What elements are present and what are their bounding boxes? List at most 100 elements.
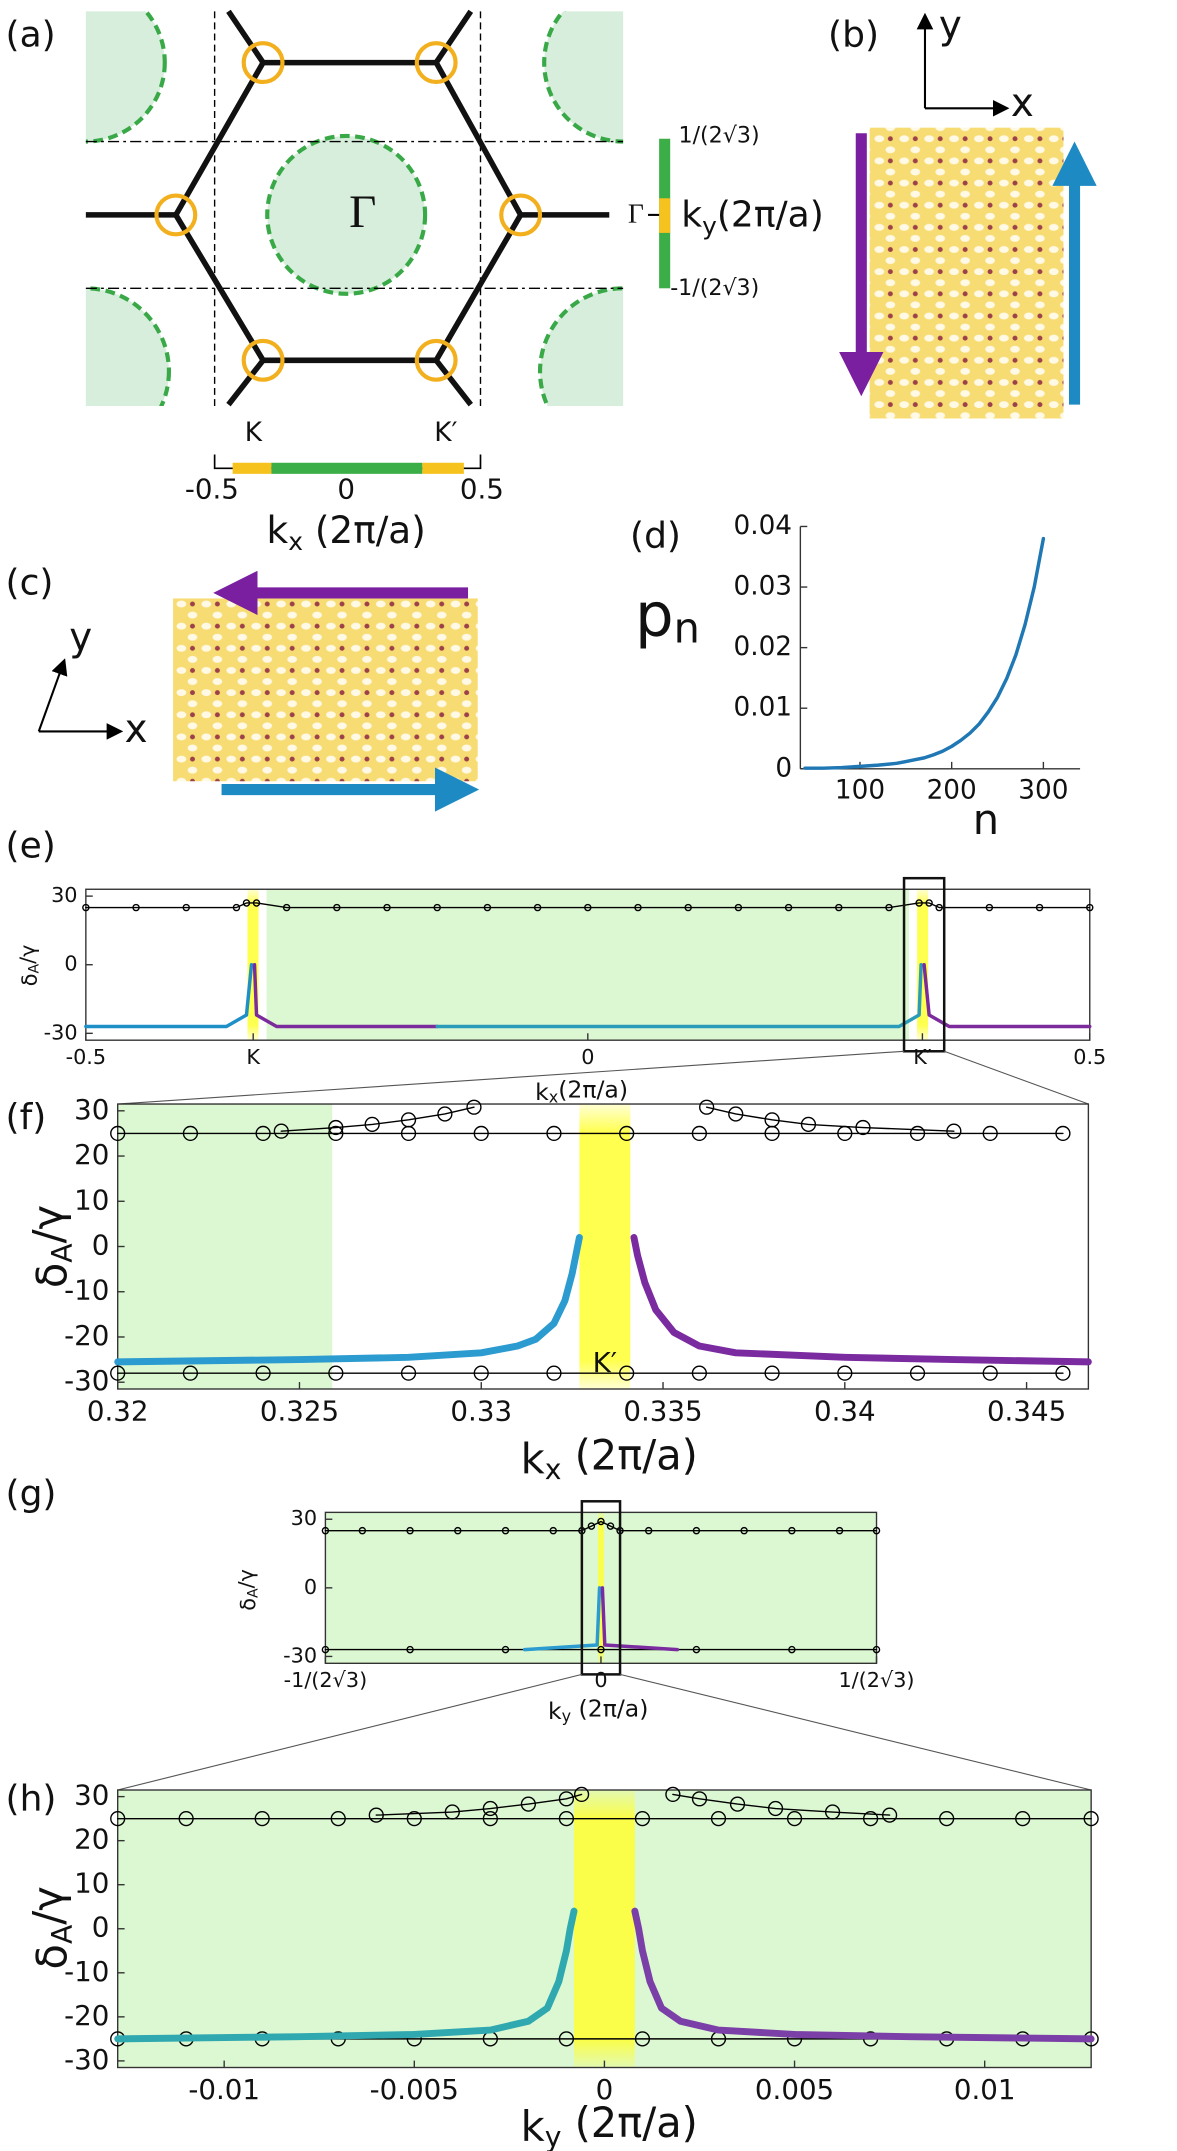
series-line [252,962,439,1029]
data-point [255,1365,271,1381]
y-tick-label: 30 [74,1779,109,1812]
highlight-band [579,1104,631,1389]
series-line [522,1586,602,1652]
data-point [786,1811,803,1827]
series-trace [672,1793,891,1816]
panel-label: (c) [6,563,54,604]
data-point [939,1811,955,1827]
data-point [1055,1365,1071,1381]
data-point [915,899,923,907]
data-point [383,903,391,912]
data-point [558,1811,575,1827]
x-axis-label-part: y [545,2120,562,2151]
data-point [558,1791,575,1807]
y-axis-label-part: /γ [23,1886,72,1925]
data-point [764,1112,780,1128]
data-point [473,1365,489,1381]
data-point [1015,1811,1031,1827]
x-axis-label-part: x [549,1087,558,1106]
y-tick-label: 0 [92,1911,110,1944]
data-point [691,1125,707,1142]
x-axis-label-part: k [548,1696,562,1724]
y-axis-label: δA/γ [15,945,42,987]
series-line [803,536,1046,770]
axis-y-label: y [69,616,92,661]
y-tick-label: -10 [64,1955,109,1988]
data-point [466,1099,482,1115]
highlight-band [574,1790,635,2068]
x-axis-label: ky (2π/a) [521,2098,698,2151]
x-tick-label: 0.32 [87,1395,149,1428]
data-point [691,1791,708,1807]
data-point [734,903,743,912]
x-tick-label: 0.335 [623,1395,702,1428]
data-point [835,1526,844,1535]
lattice [869,127,1064,419]
series-line [435,962,923,1029]
data-point [110,1365,126,1381]
y-tick-label: 0 [92,1229,110,1262]
data-point [634,903,642,912]
data-point [252,899,261,907]
data-point [862,1811,879,1827]
data-point [587,1522,596,1530]
data-point [483,903,492,912]
series-line [114,1234,583,1366]
x-tick-label: 100 [835,776,885,806]
data-point [909,1125,926,1142]
y-tick-label: 20 [74,1138,109,1171]
data-point [788,1645,796,1654]
zoom-box [580,1500,622,1676]
x-tick-label: 0 [594,1668,607,1692]
y-tick-label: 0.02 [733,632,792,662]
x-tick-label: -0.5 [66,1045,107,1069]
data-point [242,899,251,907]
data-point [328,1119,344,1136]
x-tick-label: K [246,1045,261,1069]
brillouin-zone [85,9,610,407]
y-axis-label-part: n [674,605,700,653]
axis-y-label: y [939,3,962,48]
data-point [885,903,893,912]
data-point [482,1811,498,1827]
y-axis-label-part: p [635,580,674,651]
kx-bar [213,454,482,474]
data-point [110,1125,126,1142]
chart: -1/(2√3) 0 1/(2√3) -30 0 30 (g) ky (2π/a) δA/γ [6,1474,1092,1791]
y-axis-label: δA/γ [234,1569,261,1611]
panel-label: (g) [6,1474,57,1515]
x-axis-label-part: k [521,1435,545,1484]
chart: -0.01 -0.005 0 0.005 0.01 -30 -20 -10 0 10 20 30 (h)… [6,1778,1099,2151]
y-tick-label: -10 [64,1274,109,1307]
data-point [573,1786,590,1803]
data-point [520,1796,536,1812]
ky-bottom-label: -1/(2√3) [670,275,759,301]
y-tick-label: -20 [64,1319,109,1352]
data-point [433,903,441,912]
kprime-label: K′ [434,418,457,448]
data-point [482,1800,498,1817]
data-point [321,1645,330,1654]
x-axis-label-part: k [521,2102,545,2151]
panel-label: (a) [6,14,56,55]
y-axis-label: δA/γ [23,1886,78,1969]
data-point [82,903,90,912]
data-point [764,1365,780,1381]
x-axis-label-part: (2π/a) [561,1431,697,1480]
panel-label: (f) [6,1097,47,1138]
series-line [630,1234,1092,1366]
data-point [710,1811,727,1827]
y-tick-label: -30 [44,1020,78,1044]
x-tick-label: 0.345 [987,1395,1066,1428]
data-point [691,1365,707,1381]
data-point [473,1125,489,1142]
data-point [321,1526,330,1535]
panel-b: (b) y x [828,3,1097,419]
x-axis-label: kx (2π/a) [521,1431,698,1486]
data-point [982,1125,998,1142]
ky-axis-label: ky(2π/a) [681,194,823,240]
data-point [982,1365,998,1381]
data-point [1086,903,1094,912]
ky-bar-gap [659,198,671,233]
